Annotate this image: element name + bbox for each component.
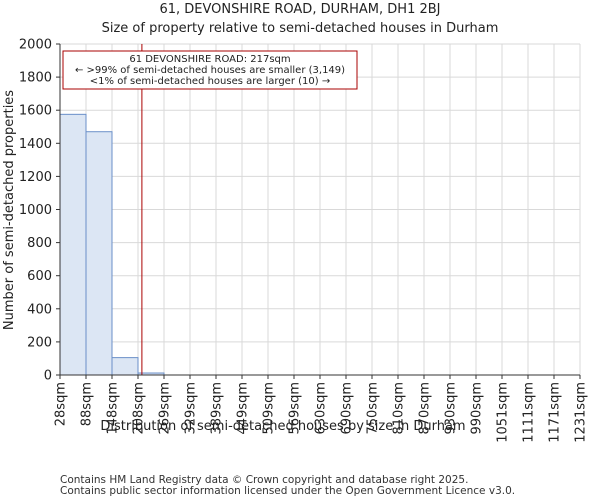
x-tick-label-930sqm: 930sqm (444, 382, 459, 435)
x-tick-label-28sqm: 28sqm (54, 382, 69, 426)
x-tick-label-1111sqm: 1111sqm (522, 382, 537, 443)
y-axis-label: Number of semi-detached properties (2, 90, 17, 330)
x-tick-label-329sqm: 329sqm (184, 382, 199, 435)
bar-148sqm (111, 357, 139, 376)
x-tick-label-569sqm: 569sqm (288, 382, 303, 435)
annotation-line-2: ← >99% of semi-detached houses are small… (75, 65, 345, 76)
x-tick-label-269sqm: 269sqm (158, 382, 173, 435)
y-tick-label-0: 0 (44, 369, 52, 384)
x-tick-label-1051sqm: 1051sqm (496, 382, 511, 443)
x-tick-label-389sqm: 389sqm (210, 382, 225, 435)
annotation-line-3: <1% of semi-detached houses are larger (… (90, 76, 330, 87)
y-tick-label-600: 600 (27, 269, 52, 284)
x-tick-label-1171sqm: 1171sqm (548, 382, 563, 443)
x-tick-label-810sqm: 810sqm (392, 382, 407, 435)
y-tick-label-200: 200 (27, 335, 52, 350)
x-tick-label-148sqm: 148sqm (106, 382, 121, 435)
x-tick-label-88sqm: 88sqm (80, 382, 95, 426)
y-tick-label-1600: 1600 (19, 104, 52, 119)
x-tick-label-750sqm: 750sqm (366, 382, 381, 435)
footer-line-2: Contains public sector information licen… (60, 485, 515, 497)
x-tick-label-509sqm: 509sqm (262, 382, 277, 435)
chart-subtitle: Size of property relative to semi-detach… (102, 21, 499, 36)
bars (59, 113, 165, 376)
annotation-line-1: 61 DEVONSHIRE ROAD: 217sqm (129, 54, 290, 65)
chart-title: 61, DEVONSHIRE ROAD, DURHAM, DH1 2BJ (159, 2, 440, 17)
bar-88sqm (85, 131, 113, 376)
x-tick-label-630sqm: 630sqm (314, 382, 329, 435)
y-tick-label-1400: 1400 (19, 137, 52, 152)
y-tick-label-1000: 1000 (19, 203, 52, 218)
grid (59, 43, 581, 376)
y-tick-label-1800: 1800 (19, 71, 52, 86)
footer-line-1: Contains HM Land Registry data © Crown c… (60, 474, 468, 486)
annotation-box: 61 DEVONSHIRE ROAD: 217sqm ← >99% of sem… (62, 50, 358, 90)
y-tick-labels: 0 200 400 600 800 1000 1200 1400 1600 1800 2000 (19, 38, 60, 384)
x-tick-label-449sqm: 449sqm (236, 382, 251, 435)
x-axis-label: Distribution of semi-detached houses by … (100, 419, 465, 434)
x-tick-label-1231sqm: 1231sqm (574, 382, 589, 443)
y-tick-label-800: 800 (27, 236, 52, 251)
bar-28sqm (59, 113, 87, 376)
y-tick-label-1200: 1200 (19, 170, 52, 185)
x-tick-label-990sqm: 990sqm (470, 382, 485, 435)
annotation-border (62, 50, 358, 90)
y-tick-label-400: 400 (27, 302, 52, 317)
x-tick-labels: 28sqm 88sqm 148sqm 208sqm 269sqm 329sqm 389sqm… (54, 375, 589, 443)
x-tick-label-208sqm: 208sqm (132, 382, 147, 435)
x-tick-label-690sqm: 690sqm (340, 382, 355, 435)
y-tick-label-2000: 2000 (19, 38, 52, 53)
x-tick-label-870sqm: 870sqm (418, 382, 433, 435)
